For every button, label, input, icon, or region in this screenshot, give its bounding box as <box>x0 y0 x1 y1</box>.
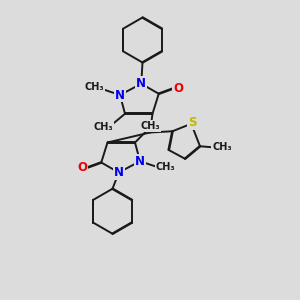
Text: CH₃: CH₃ <box>212 142 232 152</box>
Text: N: N <box>135 155 145 168</box>
Text: S: S <box>188 116 197 129</box>
Text: O: O <box>173 82 183 95</box>
Text: CH₃: CH₃ <box>140 121 160 131</box>
Text: O: O <box>77 161 87 174</box>
Text: CH₃: CH₃ <box>156 163 176 172</box>
Text: N: N <box>136 77 146 90</box>
Text: CH₃: CH₃ <box>93 122 113 133</box>
Text: N: N <box>114 166 124 179</box>
Text: CH₃: CH₃ <box>84 82 104 92</box>
Text: N: N <box>115 88 125 101</box>
